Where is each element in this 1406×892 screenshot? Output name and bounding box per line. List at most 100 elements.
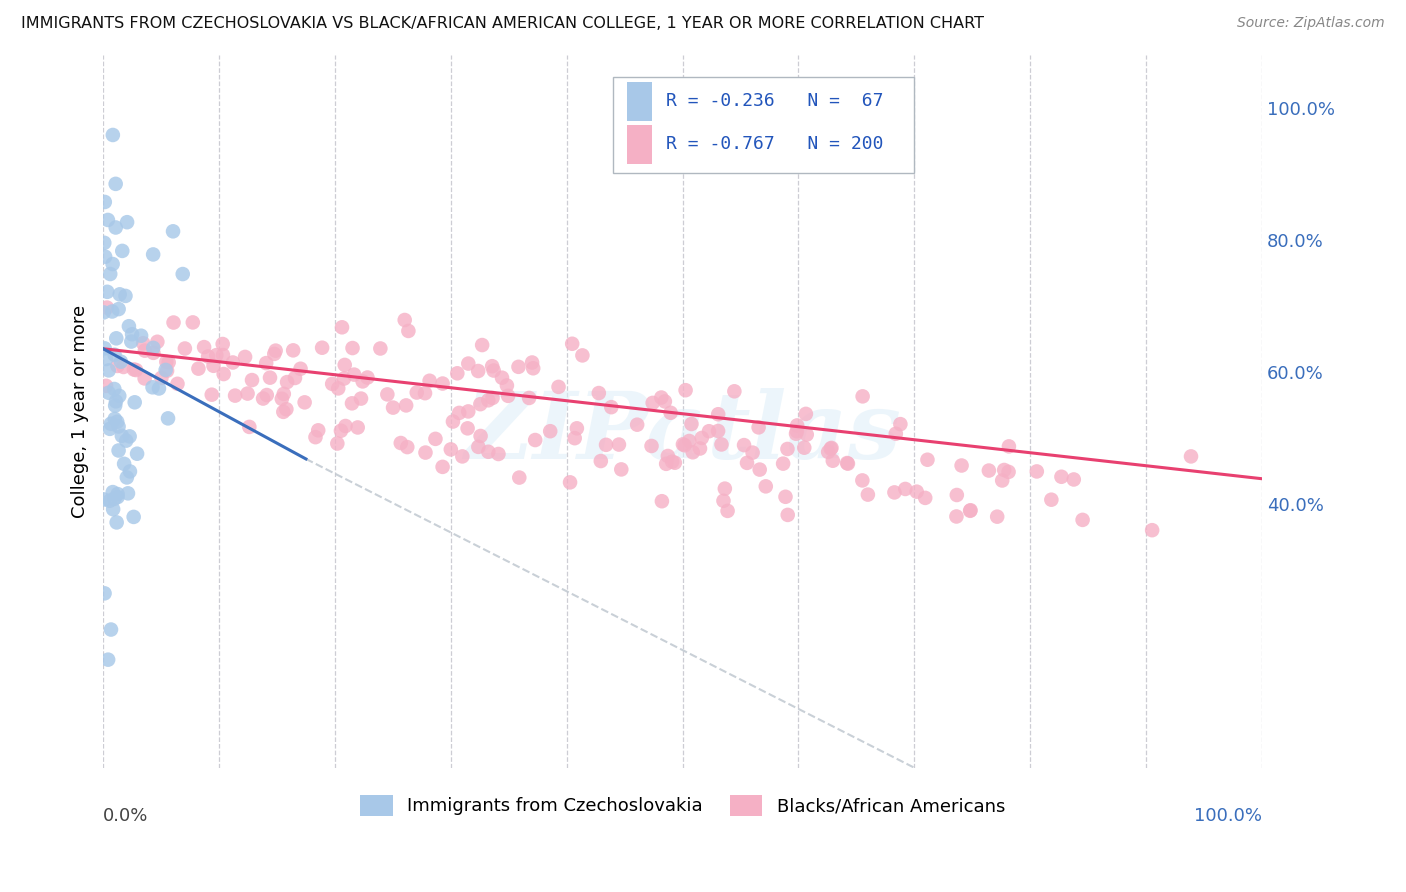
Point <box>457 404 479 418</box>
Point <box>156 364 179 378</box>
Point <box>335 419 357 434</box>
Point <box>252 392 274 406</box>
Point <box>162 316 184 330</box>
Point <box>222 355 245 369</box>
Point <box>132 336 155 351</box>
Text: ZIPatlas: ZIPatlas <box>464 388 901 478</box>
Point <box>997 465 1019 479</box>
Point <box>290 361 312 376</box>
Point <box>675 383 697 397</box>
Point <box>477 444 499 458</box>
Point <box>467 440 489 454</box>
Point <box>94 379 117 393</box>
Point <box>775 490 797 504</box>
Point <box>142 341 165 355</box>
Point <box>321 376 343 391</box>
Point <box>835 456 858 470</box>
Point <box>155 363 177 377</box>
Point <box>101 257 124 271</box>
Point <box>735 456 758 470</box>
Point <box>157 411 180 425</box>
Point <box>481 359 503 374</box>
Point <box>273 405 295 419</box>
Text: R = -0.767   N = 200: R = -0.767 N = 200 <box>666 136 884 153</box>
Point <box>571 348 593 362</box>
Point <box>93 586 115 600</box>
Point <box>284 371 307 385</box>
Point <box>470 429 492 443</box>
Point <box>654 394 676 409</box>
Point <box>796 427 818 442</box>
Point <box>187 361 209 376</box>
Point <box>117 486 139 500</box>
Point <box>713 493 735 508</box>
Point <box>517 391 540 405</box>
Text: Source: ZipAtlas.com: Source: ZipAtlas.com <box>1237 16 1385 30</box>
Point <box>352 375 374 389</box>
Point <box>108 389 131 403</box>
Point <box>793 441 815 455</box>
Point <box>733 438 755 452</box>
Point <box>659 406 682 420</box>
Point <box>328 381 350 395</box>
Point <box>707 407 730 421</box>
Point <box>93 492 115 507</box>
Point <box>124 395 146 409</box>
Point <box>115 470 138 484</box>
Point <box>640 439 662 453</box>
Point <box>776 508 799 522</box>
Point <box>457 357 479 371</box>
Point <box>104 394 127 409</box>
Point <box>673 438 696 452</box>
FancyBboxPatch shape <box>613 77 914 173</box>
Point <box>283 343 305 358</box>
Point <box>118 429 141 443</box>
Point <box>224 389 246 403</box>
Point <box>94 194 117 209</box>
Point <box>121 327 143 342</box>
Point <box>264 343 287 358</box>
Point <box>852 389 875 403</box>
Point <box>333 358 356 372</box>
Text: IMMIGRANTS FROM CZECHOSLOVAKIA VS BLACK/AFRICAN AMERICAN COLLEGE, 1 YEAR OR MORE: IMMIGRANTS FROM CZECHOSLOVAKIA VS BLACK/… <box>21 16 984 31</box>
Point <box>776 442 799 456</box>
Text: R = -0.236   N =  67: R = -0.236 N = 67 <box>666 93 884 111</box>
Point <box>889 417 911 431</box>
Legend: Immigrants from Czechoslovakia, Blacks/African Americans: Immigrants from Czechoslovakia, Blacks/A… <box>353 788 1012 822</box>
Point <box>945 509 967 524</box>
Point <box>104 220 127 235</box>
Point <box>471 338 494 352</box>
Point <box>446 367 468 381</box>
Point <box>343 368 366 382</box>
Point <box>821 454 844 468</box>
Point <box>172 267 194 281</box>
Point <box>785 426 807 441</box>
Point <box>377 387 399 401</box>
Point <box>326 436 349 450</box>
Point <box>772 457 794 471</box>
Point <box>162 224 184 238</box>
Point <box>107 487 129 501</box>
Point <box>311 341 333 355</box>
Point <box>193 340 215 354</box>
Point <box>96 285 118 299</box>
Point <box>595 438 617 452</box>
Point <box>914 491 936 505</box>
Point <box>538 424 561 438</box>
Point <box>883 485 905 500</box>
Point <box>650 391 672 405</box>
Point <box>97 363 120 377</box>
Point <box>565 421 588 435</box>
Point <box>607 437 630 451</box>
Point <box>142 247 165 261</box>
Point <box>794 407 817 421</box>
Point <box>104 399 127 413</box>
Point <box>820 442 842 456</box>
Point <box>917 452 939 467</box>
Point <box>786 418 808 433</box>
Point <box>641 396 664 410</box>
Point <box>127 447 149 461</box>
Point <box>467 364 489 378</box>
Point <box>1040 492 1063 507</box>
Point <box>330 320 353 334</box>
